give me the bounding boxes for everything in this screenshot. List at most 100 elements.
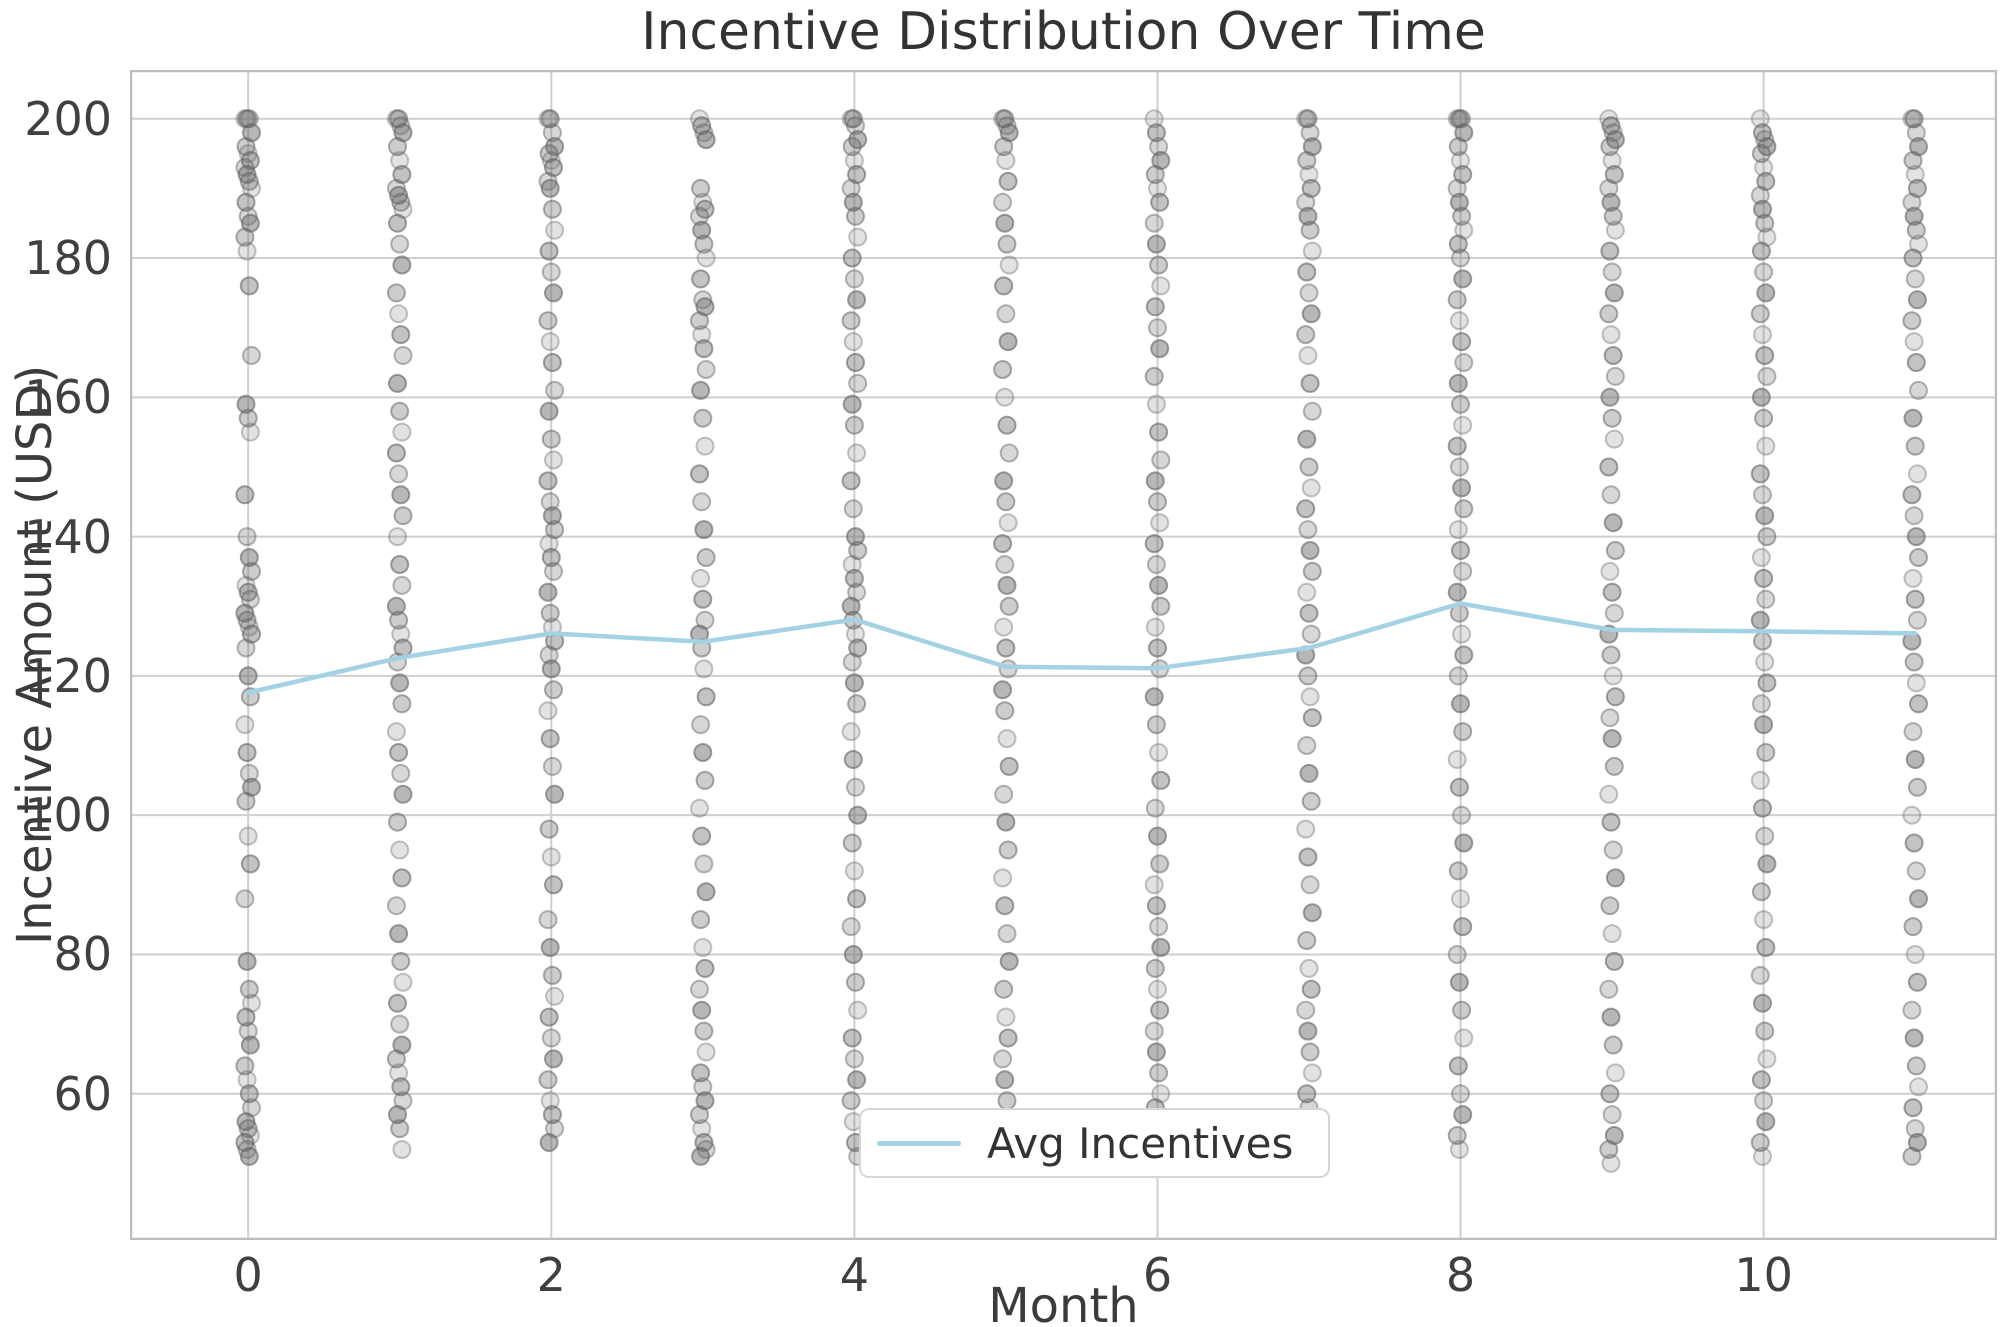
scatter-point <box>1599 979 1619 999</box>
scatter-point <box>1603 1035 1623 1055</box>
scatter-point <box>386 1049 406 1069</box>
scatter-point <box>695 199 715 219</box>
scatter-point <box>235 1056 255 1076</box>
scatter-point <box>1753 325 1772 345</box>
scatter-point <box>1149 1063 1169 1083</box>
scatter-point <box>1600 1084 1620 1104</box>
y-tick-label: 180 <box>24 231 112 286</box>
scatter-point <box>1753 1146 1772 1166</box>
scatter-point <box>1300 1042 1320 1062</box>
scatter-point <box>389 743 409 762</box>
scatter-point <box>388 373 407 393</box>
scatter-point <box>388 527 407 547</box>
scatter-point <box>1448 137 1468 157</box>
scatter-point <box>539 144 559 164</box>
x-tick-label: 4 <box>839 1248 869 1302</box>
scatter-point <box>1145 798 1165 818</box>
scatter-point <box>848 805 868 825</box>
legend-label: Avg Incentives <box>987 1118 1294 1168</box>
scatter-point <box>692 1000 712 1020</box>
scatter-point <box>691 269 711 289</box>
scatter-point <box>693 408 713 428</box>
scatter-point <box>1148 979 1167 999</box>
scatter-point <box>392 422 412 442</box>
scatter-point <box>1602 262 1622 282</box>
scatter-point <box>538 701 558 721</box>
scatter-point <box>848 373 868 393</box>
scatter-point <box>1751 548 1771 567</box>
scatter-point <box>1600 708 1620 728</box>
scatter-point <box>1902 311 1922 331</box>
scatter-point <box>999 951 1019 971</box>
scatter-point <box>1297 151 1317 170</box>
scatter-point <box>997 234 1017 254</box>
scatter-point <box>1906 861 1926 881</box>
scatter-point <box>1150 339 1170 359</box>
scatter-points <box>235 109 1928 1173</box>
scatter-point <box>690 979 709 999</box>
scatter-point <box>240 854 260 874</box>
scatter-point <box>386 896 406 916</box>
scatter-point <box>996 1007 1016 1027</box>
scatter-point <box>545 784 565 804</box>
scatter-point <box>1903 722 1923 742</box>
scatter-point <box>848 638 868 658</box>
scatter-point <box>1750 109 1770 129</box>
scatter-point <box>1604 165 1624 184</box>
scatter-point <box>1296 819 1316 839</box>
scatter-point <box>386 283 406 303</box>
scatter-point <box>1451 889 1470 909</box>
x-axis-label: Month <box>988 1278 1139 1327</box>
scatter-point <box>1599 1140 1619 1159</box>
scatter-point <box>1448 666 1468 686</box>
scatter-point <box>1145 617 1165 637</box>
scatter-point <box>1296 325 1316 345</box>
scatter-point <box>392 575 412 595</box>
scatter-point <box>1151 938 1171 957</box>
scatter-point <box>388 1105 407 1125</box>
scatter-point <box>238 826 258 846</box>
scatter-point <box>1603 666 1623 686</box>
plot-area <box>130 70 1997 1240</box>
scatter-point <box>1298 109 1318 129</box>
scatter-point <box>1301 624 1321 644</box>
scatter-point <box>1755 506 1775 526</box>
scatter-point <box>1451 248 1470 268</box>
scatter-point <box>693 938 713 957</box>
scatter-point <box>540 332 560 352</box>
scatter-point <box>1449 972 1469 992</box>
scatter-point <box>1601 192 1621 212</box>
scatter-point <box>1754 408 1774 428</box>
scatter-point <box>1903 1098 1923 1118</box>
scatter-point <box>1302 561 1322 581</box>
scatter-point <box>998 1028 1018 1048</box>
scatter-point <box>1298 206 1318 226</box>
scatter-point <box>994 617 1014 637</box>
scatter-point <box>696 1042 716 1062</box>
scatter-point <box>1604 603 1624 623</box>
scatter-point <box>696 548 716 567</box>
scatter-point <box>544 561 563 581</box>
scatter-point <box>235 889 255 909</box>
scatter-point <box>1146 555 1166 574</box>
scatter-point <box>694 854 714 874</box>
scatter-point <box>1753 631 1772 651</box>
scatter-point <box>1602 924 1622 944</box>
scatter-point <box>1302 401 1322 421</box>
scatter-point <box>1750 770 1770 790</box>
scatter-point <box>1601 325 1621 345</box>
scatter-point <box>1453 1105 1473 1125</box>
scatter-point <box>386 596 406 616</box>
scatter-point <box>690 311 709 331</box>
scatter-point <box>996 492 1016 512</box>
scatter-point <box>1452 624 1472 644</box>
scatter-point <box>1144 875 1164 895</box>
y-tick-label: 60 <box>53 1066 112 1121</box>
scatter-point <box>841 311 861 331</box>
scatter-point <box>1451 541 1470 560</box>
scatter-point <box>696 360 716 379</box>
scatter-point <box>1907 290 1927 310</box>
scatter-point <box>1302 903 1322 923</box>
scatter-point <box>1449 457 1469 477</box>
scatter-point <box>842 137 862 157</box>
